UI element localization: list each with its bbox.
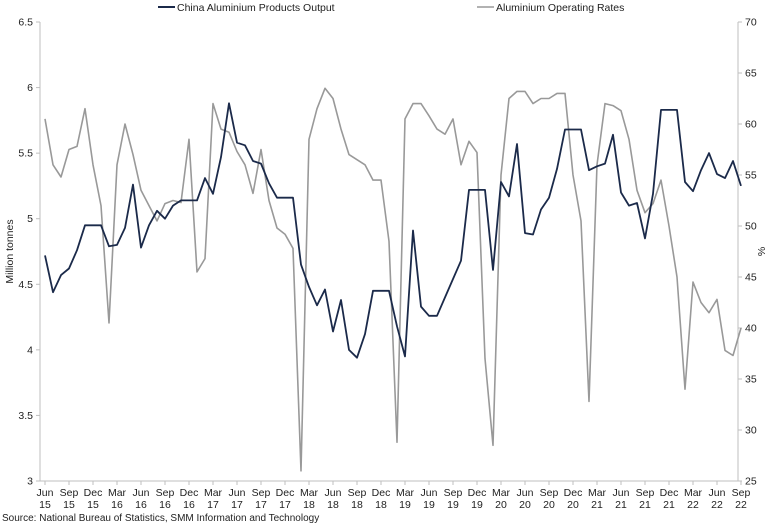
x-tick-year: 21 bbox=[663, 499, 675, 511]
right-y-axis-title: % bbox=[756, 247, 768, 256]
x-tick-year: 17 bbox=[279, 499, 291, 511]
x-tick-year: 16 bbox=[159, 499, 171, 511]
x-tick-month: Sep bbox=[732, 487, 751, 499]
x-tick-year: 22 bbox=[687, 499, 699, 511]
x-tick-year: 19 bbox=[399, 499, 411, 511]
right-y-tick-label: 40 bbox=[745, 323, 757, 335]
x-tick-year: 20 bbox=[543, 499, 555, 511]
x-tick-year: 18 bbox=[375, 499, 387, 511]
x-tick-year: 15 bbox=[87, 499, 99, 511]
left-y-tick-label: 6.5 bbox=[18, 17, 33, 29]
right-y-tick-label: 30 bbox=[745, 425, 757, 437]
x-tick-month: Sep bbox=[348, 487, 367, 499]
x-tick-year: 17 bbox=[231, 499, 243, 511]
legend: China Aluminium Products Output Aluminiu… bbox=[158, 2, 624, 14]
x-tick-month: Mar bbox=[396, 487, 415, 499]
right-y-tick-label: 60 bbox=[745, 119, 757, 131]
x-tick-month: Jun bbox=[421, 487, 438, 499]
x-tick-month: Jun bbox=[229, 487, 246, 499]
left-y-axis-ticks: 3 3.5 4 4.5 5 5.5 6 6.5 bbox=[18, 17, 40, 488]
x-tick-month: Jun bbox=[37, 487, 54, 499]
x-tick-year: 20 bbox=[495, 499, 507, 511]
x-tick-year: 16 bbox=[111, 499, 123, 511]
x-tick-year: 21 bbox=[591, 499, 603, 511]
x-tick-month: Sep bbox=[252, 487, 271, 499]
x-tick-year: 22 bbox=[711, 499, 723, 511]
source-note: Source: National Bureau of Statistics, S… bbox=[2, 513, 320, 524]
left-y-tick-label: 3.5 bbox=[18, 410, 33, 422]
x-tick-year: 15 bbox=[63, 499, 75, 511]
legend-label-rates: Aluminium Operating Rates bbox=[496, 2, 624, 14]
x-tick-month: Jun bbox=[133, 487, 150, 499]
x-tick-month: Jun bbox=[613, 487, 630, 499]
left-y-tick-label: 6 bbox=[27, 82, 33, 94]
x-tick-month: Dec bbox=[180, 487, 199, 499]
right-y-tick-label: 65 bbox=[745, 68, 757, 80]
x-tick-month: Dec bbox=[276, 487, 295, 499]
x-tick-month: Dec bbox=[468, 487, 487, 499]
series-line-output bbox=[44, 102, 742, 359]
x-tick-year: 16 bbox=[135, 499, 147, 511]
left-y-tick-label: 4 bbox=[27, 344, 33, 356]
x-tick-month: Mar bbox=[684, 487, 703, 499]
left-y-tick-label: 4.5 bbox=[18, 279, 33, 291]
right-y-tick-label: 70 bbox=[745, 17, 757, 29]
x-tick-year: 19 bbox=[447, 499, 459, 511]
x-tick-month: Sep bbox=[636, 487, 655, 499]
right-y-tick-label: 35 bbox=[745, 374, 757, 386]
x-tick-month: Sep bbox=[156, 487, 175, 499]
x-tick-year: 16 bbox=[183, 499, 195, 511]
x-tick-month: Dec bbox=[660, 487, 679, 499]
legend-label-output: China Aluminium Products Output bbox=[177, 2, 335, 14]
left-y-axis-title: Million tonnes bbox=[4, 219, 16, 283]
x-tick-year: 22 bbox=[735, 499, 747, 511]
x-tick-month: Jun bbox=[325, 487, 342, 499]
x-tick-month: Mar bbox=[300, 487, 319, 499]
right-y-tick-label: 50 bbox=[745, 221, 757, 233]
left-y-tick-label: 5 bbox=[27, 213, 33, 225]
x-tick-month: Jun bbox=[517, 487, 534, 499]
x-tick-month: Sep bbox=[60, 487, 79, 499]
x-tick-year: 17 bbox=[255, 499, 267, 511]
x-tick-month: Sep bbox=[444, 487, 463, 499]
x-tick-year: 19 bbox=[471, 499, 483, 511]
axes bbox=[39, 22, 739, 482]
x-axis-ticks: Jun15Sep15Dec15Mar16Jun16Sep16Dec16Mar17… bbox=[37, 481, 751, 511]
x-tick-year: 15 bbox=[39, 499, 51, 511]
x-tick-year: 18 bbox=[351, 499, 363, 511]
right-y-tick-label: 45 bbox=[745, 272, 757, 284]
x-tick-month: Dec bbox=[564, 487, 583, 499]
left-y-tick-label: 5.5 bbox=[18, 148, 33, 160]
x-tick-month: Mar bbox=[204, 487, 223, 499]
x-tick-year: 17 bbox=[207, 499, 219, 511]
x-tick-year: 18 bbox=[303, 499, 315, 511]
left-y-tick-label: 3 bbox=[27, 476, 33, 488]
x-tick-month: Mar bbox=[492, 487, 511, 499]
x-tick-month: Dec bbox=[84, 487, 103, 499]
x-tick-year: 18 bbox=[327, 499, 339, 511]
x-tick-month: Jun bbox=[709, 487, 726, 499]
series-line-operating-rates bbox=[44, 87, 742, 472]
right-y-tick-label: 25 bbox=[745, 476, 757, 488]
x-tick-year: 20 bbox=[519, 499, 531, 511]
x-tick-year: 21 bbox=[639, 499, 651, 511]
series-lines bbox=[44, 87, 742, 472]
right-y-axis-ticks: 25 30 35 40 45 50 55 60 65 70 bbox=[738, 17, 757, 488]
x-tick-month: Sep bbox=[540, 487, 559, 499]
x-tick-month: Mar bbox=[108, 487, 127, 499]
x-tick-year: 21 bbox=[615, 499, 627, 511]
x-tick-month: Mar bbox=[588, 487, 607, 499]
x-tick-year: 20 bbox=[567, 499, 579, 511]
x-tick-month: Dec bbox=[372, 487, 391, 499]
x-tick-year: 19 bbox=[423, 499, 435, 511]
right-y-tick-label: 55 bbox=[745, 170, 757, 182]
